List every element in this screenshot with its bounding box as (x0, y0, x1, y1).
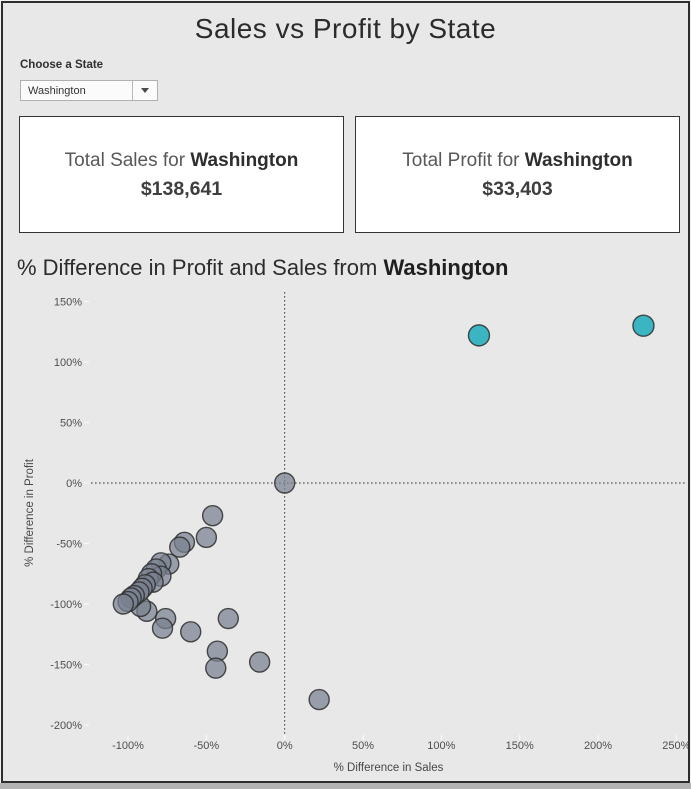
y-axis-tick-label: -150% (50, 660, 82, 672)
scatter-point-other-states[interactable] (180, 621, 202, 643)
total-sales-state: Washington (190, 149, 299, 171)
bottom-strip (0, 783, 691, 789)
state-dropdown-value: Washington (28, 84, 86, 97)
total-sales-prefix: Total Sales for (64, 149, 191, 171)
x-axis-tick-label: 50% (352, 740, 374, 752)
dashboard-title: Sales vs Profit by State (194, 13, 497, 44)
total-profit-card: Total Profit for Washington $33,403 (355, 116, 680, 233)
y-axis-tick-label: 100% (54, 357, 82, 369)
y-axis-title: % Difference in Profit (24, 458, 36, 567)
x-axis-tick-label: 200% (584, 740, 612, 752)
y-axis-tick-label: 150% (54, 297, 82, 309)
scatter-point-highlighted-states[interactable] (467, 324, 491, 347)
total-profit-state: Washington (524, 149, 633, 171)
total-sales-card: Total Sales for Washington $138,641 (19, 116, 344, 233)
filter-label: Choose a State (20, 59, 104, 71)
state-dropdown[interactable]: Washington (20, 80, 158, 101)
total-sales-label: Total Sales for Washington (65, 147, 299, 175)
total-profit-prefix: Total Profit for (402, 149, 525, 171)
caret-down-glyph (141, 88, 149, 93)
scatter-chart: -100% -50% 0% 50% 100% 150% 200% 250% 150% 100% 50… (24, 292, 690, 774)
scatter-point-other-states[interactable] (248, 651, 271, 673)
x-axis-tick-label: -50% (194, 740, 220, 752)
x-axis-tick-label: 250% (662, 740, 690, 752)
scatter-point-highlighted-states[interactable] (632, 314, 655, 337)
scatter-point-other-states[interactable] (151, 617, 174, 639)
total-profit-value: $33,403 (482, 177, 553, 200)
x-axis-tick-label: 0% (277, 740, 293, 752)
y-axis-tick-label: -100% (50, 599, 82, 611)
caret-down-icon[interactable] (132, 81, 157, 100)
x-axis-tick-label: -100% (112, 740, 144, 752)
scatter-point-other-states[interactable] (217, 607, 240, 630)
scatter-point-other-states[interactable] (195, 526, 218, 549)
total-profit-label: Total Profit for Washington (402, 147, 633, 175)
scatter-point-other-states[interactable] (169, 536, 191, 558)
chart-title: % Difference in Profit and Sales from Wa… (17, 255, 509, 281)
y-axis-tick-label: -200% (50, 720, 82, 732)
x-axis-tick-label: 100% (427, 740, 455, 752)
scatter-point-other-states[interactable] (274, 472, 296, 494)
scatter-point-other-states[interactable] (308, 688, 330, 711)
chart-title-state: Washington (383, 255, 509, 280)
x-axis-title: % Difference in Sales (334, 762, 444, 774)
chart-title-prefix: % Difference in Profit and Sales from (17, 255, 384, 280)
y-axis-tick-label: 0% (66, 478, 82, 490)
scatter-point-other-states[interactable] (201, 504, 224, 527)
scatter-point-other-states[interactable] (112, 593, 135, 615)
y-axis-tick-label: 50% (60, 418, 82, 430)
scatter-point-other-states[interactable] (205, 657, 227, 679)
x-axis-tick-label: 150% (506, 740, 534, 752)
y-axis-tick-label: -50% (56, 539, 82, 551)
total-sales-value: $138,641 (140, 177, 223, 200)
